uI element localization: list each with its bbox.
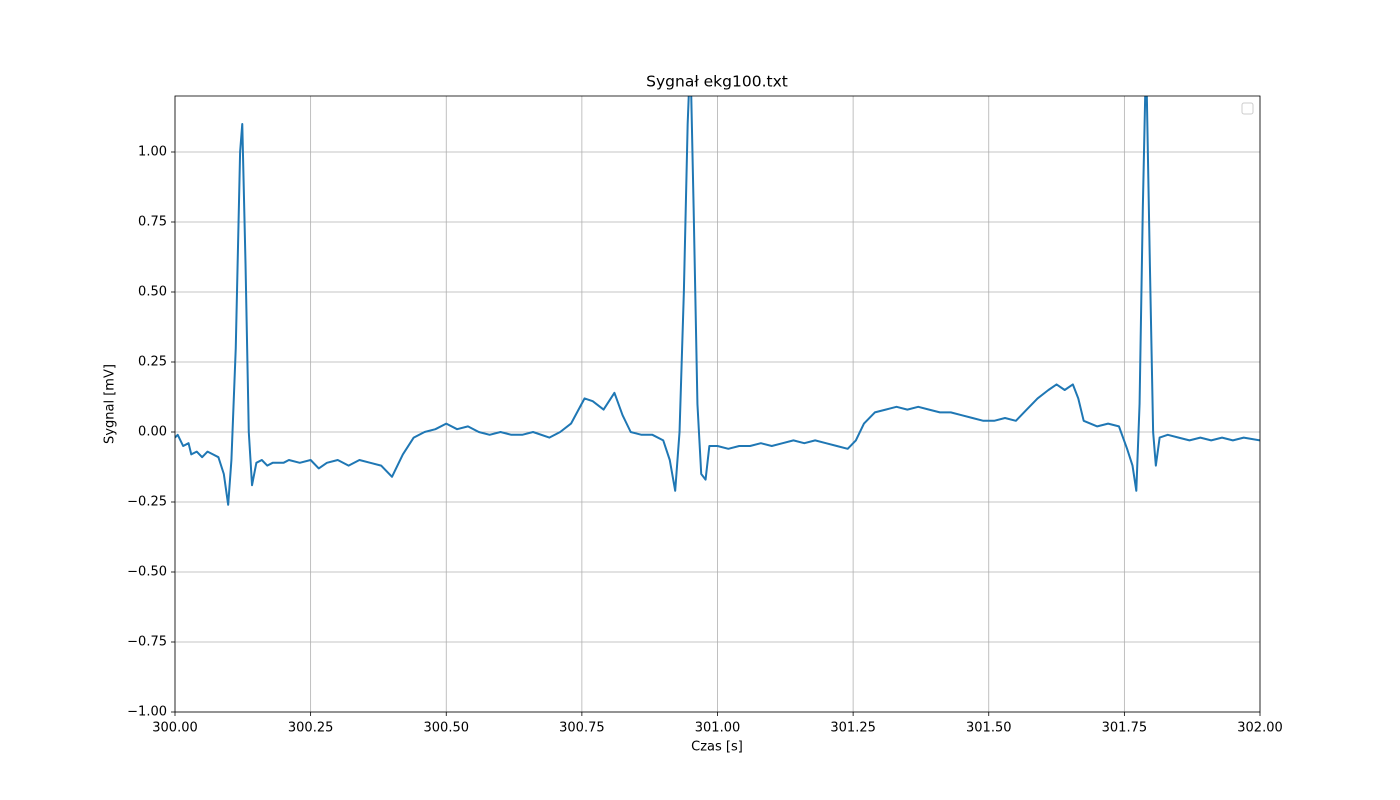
x-tick-label: 301.00	[695, 721, 741, 736]
x-tick-label: 302.00	[1237, 721, 1283, 736]
y-tick-label: 0.00	[138, 425, 167, 440]
x-tick-label: 300.25	[288, 721, 334, 736]
x-tick-label: 300.00	[152, 721, 198, 736]
y-tick-label: −1.00	[127, 705, 167, 720]
x-tick-label: 300.75	[559, 721, 605, 736]
chart-title: Sygnał ekg100.txt	[646, 73, 788, 91]
x-tick-label: 301.75	[1102, 721, 1148, 736]
x-tick-label: 301.25	[830, 721, 876, 736]
grid	[174, 96, 1261, 713]
x-tick-label: 300.50	[424, 721, 470, 736]
y-tick-label: 0.75	[138, 215, 167, 230]
legend	[1241, 102, 1254, 115]
y-tick-label: 1.00	[138, 145, 167, 160]
signal-line	[175, 96, 1260, 506]
y-tick-label: 0.50	[138, 285, 167, 300]
x-axis-label: Czas [s]	[691, 740, 743, 755]
y-tick-label: −0.50	[127, 565, 167, 580]
plot-area	[175, 96, 1260, 506]
y-tick-label: 0.25	[138, 355, 167, 370]
y-axis-label: Sygnal [mV]	[103, 364, 118, 444]
y-tick-label: −0.75	[127, 635, 167, 650]
y-tick-label: −0.25	[127, 495, 167, 510]
x-tick-label: 301.50	[966, 721, 1012, 736]
